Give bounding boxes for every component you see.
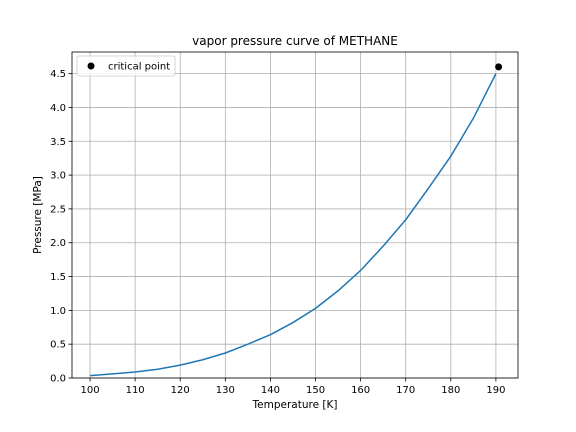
x-tick-label: 160 [351,385,370,396]
x-axis-label: Temperature [K] [252,399,338,411]
x-tick-label: 180 [441,385,460,396]
x-tick-label: 140 [261,385,280,396]
x-tick-label: 150 [306,385,325,396]
plot-frame [71,51,519,379]
x-tick-label: 120 [171,385,190,396]
x-tick-label: 170 [396,385,415,396]
critical-point-marker [495,63,503,71]
x-axis: 100 110 120 130 140 150 160 170 180 190 [80,378,505,396]
y-axis-label: Pressure [MPa] [32,176,44,254]
y-tick-label: 0.0 [50,374,66,385]
x-tick-label: 110 [126,385,145,396]
legend-label-critical-point: critical point [108,62,170,73]
y-tick-label: 2.0 [50,238,66,249]
y-tick-label: 2.5 [50,204,66,215]
legend-box [76,55,176,77]
y-tick-label: 4.5 [50,69,66,80]
vapor-pressure-line [89,73,497,377]
legend-marker-critical-point [87,62,95,70]
y-axis: 0.0 0.5 1.0 1.5 2.0 2.5 3.0 3.5 4.0 4.5 [50,69,72,385]
x-tick-label: 100 [80,385,99,396]
plot-lines [89,73,497,377]
y-tick-label: 0.5 [50,340,66,351]
y-tick-label: 1.0 [50,306,66,317]
x-tick-label: 190 [486,385,505,396]
legend: critical point [76,55,176,77]
plot-points [495,63,503,71]
chart-title: vapor pressure curve of METHANE [192,34,398,48]
y-tick-label: 3.0 [50,171,66,182]
y-tick-label: 1.5 [50,272,66,283]
y-tick-label: 3.5 [50,137,66,148]
x-tick-label: 130 [216,385,235,396]
y-tick-label: 4.0 [50,103,66,114]
